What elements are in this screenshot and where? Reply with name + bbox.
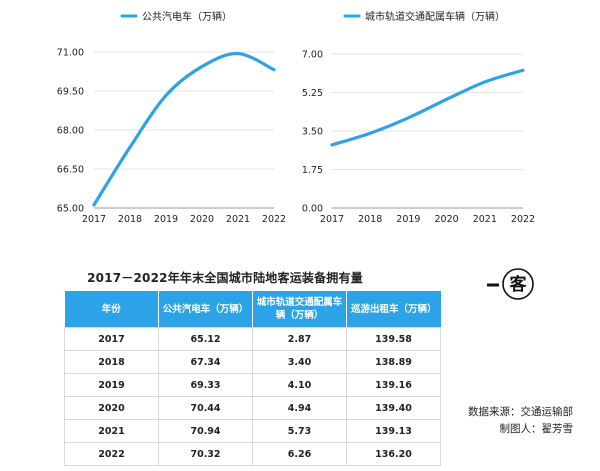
footer: 数据来源：交通运输部 制图人：翟芳雪 [423,404,573,438]
table-row: 2022 70.32 6.26 136.20 [64,442,441,466]
cell-rail: 4.94 [252,396,347,420]
x-tick-label: 2018 [358,214,382,225]
y-tick-label: 7.00 [302,50,323,61]
table-row: 2018 67.34 3.40 138.89 [64,350,441,374]
table-row: 2019 69.33 4.10 139.16 [64,373,441,397]
cell-year: 2019 [64,373,159,397]
cell-rail: 5.73 [252,419,347,443]
cell-bus: 70.94 [158,419,253,443]
header-bus: 公共汽电车（万辆） [158,291,253,328]
y-tick-label: 0.00 [302,204,323,215]
data-point [483,80,486,83]
cell-bus: 67.34 [158,350,253,374]
data-table: 年份 公共汽电车（万辆） 城市轨道交通配属车辆（万辆） 巡游出租车（万辆） 20… [64,291,441,466]
legend-label: 城市轨道交通配属车辆（万辆） [365,10,505,23]
logo-text: 客 [509,274,528,295]
cell-taxi: 139.58 [346,327,441,351]
cell-bus: 70.44 [158,396,253,420]
y-tick-label: 71.00 [57,48,84,59]
x-tick-label: 2021 [226,214,250,225]
data-point [273,68,276,71]
cell-year: 2018 [64,350,159,374]
data-point [237,52,240,55]
series-line [92,51,276,207]
x-tick-label: 2019 [154,214,178,225]
header-rail: 城市轨道交通配属车辆（万辆） [252,291,347,328]
y-tick-label: 1.75 [302,165,323,176]
data-point [407,116,410,119]
data-point [445,98,448,101]
cell-taxi: 139.40 [346,396,441,420]
brand-logo: 客 [487,268,534,300]
cell-bus: 70.32 [158,442,253,466]
cell-year: 2022 [64,442,159,466]
chart-author: 制图人：翟芳雪 [499,423,574,435]
table-title: 2017－2022年年末全国城市陆地客运装备拥有量 [87,271,363,285]
x-tick-label: 2020 [435,214,459,225]
cell-rail: 4.10 [252,373,347,397]
cell-year: 2017 [64,327,159,351]
data-source: 数据来源：交通运输部 [468,406,573,418]
data-point [331,143,334,146]
data-point [522,69,525,72]
y-tick-label: 68.00 [57,126,84,137]
table-row: 2020 70.44 4.94 139.40 [64,396,441,420]
cell-taxi: 138.89 [346,350,441,374]
table-row: 2021 70.94 5.73 139.13 [64,419,441,443]
data-point [201,65,204,68]
x-tick-label: 2022 [511,214,535,225]
x-tick-label: 2017 [82,214,106,225]
header-taxi: 巡游出租车（万辆） [346,291,441,328]
y-tick-label: 66.50 [57,165,84,176]
y-tick-label: 65.00 [57,204,84,215]
data-point [369,132,372,135]
table-header-row: 年份 公共汽电车（万辆） 城市轨道交通配属车辆（万辆） 巡游出租车（万辆） [64,291,441,328]
data-point [93,203,96,206]
cell-year: 2021 [64,419,159,443]
cell-rail: 2.87 [252,327,347,351]
y-tick-label: 69.50 [57,87,84,98]
cell-rail: 6.26 [252,442,347,466]
header-year: 年份 [64,291,159,328]
table-row: 2017 65.12 2.87 139.58 [64,327,441,351]
x-tick-label: 2018 [118,214,142,225]
x-tick-label: 2017 [320,214,344,225]
cell-bus: 69.33 [158,373,253,397]
cell-year: 2020 [64,396,159,420]
x-tick-label: 2020 [190,214,214,225]
cell-bus: 65.12 [158,327,253,351]
cell-taxi: 136.20 [346,442,441,466]
x-tick-label: 2022 [262,214,286,225]
data-point [129,146,132,149]
y-tick-label: 5.25 [302,88,323,99]
x-tick-label: 2021 [473,214,497,225]
x-tick-label: 2019 [396,214,420,225]
cell-rail: 3.40 [252,350,347,374]
data-point [165,94,168,97]
y-tick-label: 3.50 [302,127,323,138]
series-line [330,68,525,147]
legend-label: 公共汽电车（万辆） [142,10,232,23]
cell-taxi: 139.16 [346,373,441,397]
